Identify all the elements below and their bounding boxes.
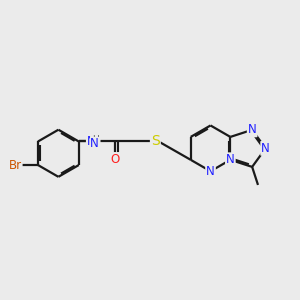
- Text: Br: Br: [8, 158, 22, 172]
- Text: N: N: [90, 137, 99, 150]
- Text: N: N: [206, 165, 215, 178]
- Text: N: N: [248, 123, 256, 136]
- Text: H: H: [92, 135, 100, 145]
- Text: O: O: [111, 153, 120, 166]
- Text: N: N: [226, 153, 235, 166]
- Text: N: N: [261, 142, 270, 155]
- Text: H: H: [92, 135, 99, 144]
- Text: S: S: [151, 134, 160, 148]
- Text: N: N: [87, 135, 96, 148]
